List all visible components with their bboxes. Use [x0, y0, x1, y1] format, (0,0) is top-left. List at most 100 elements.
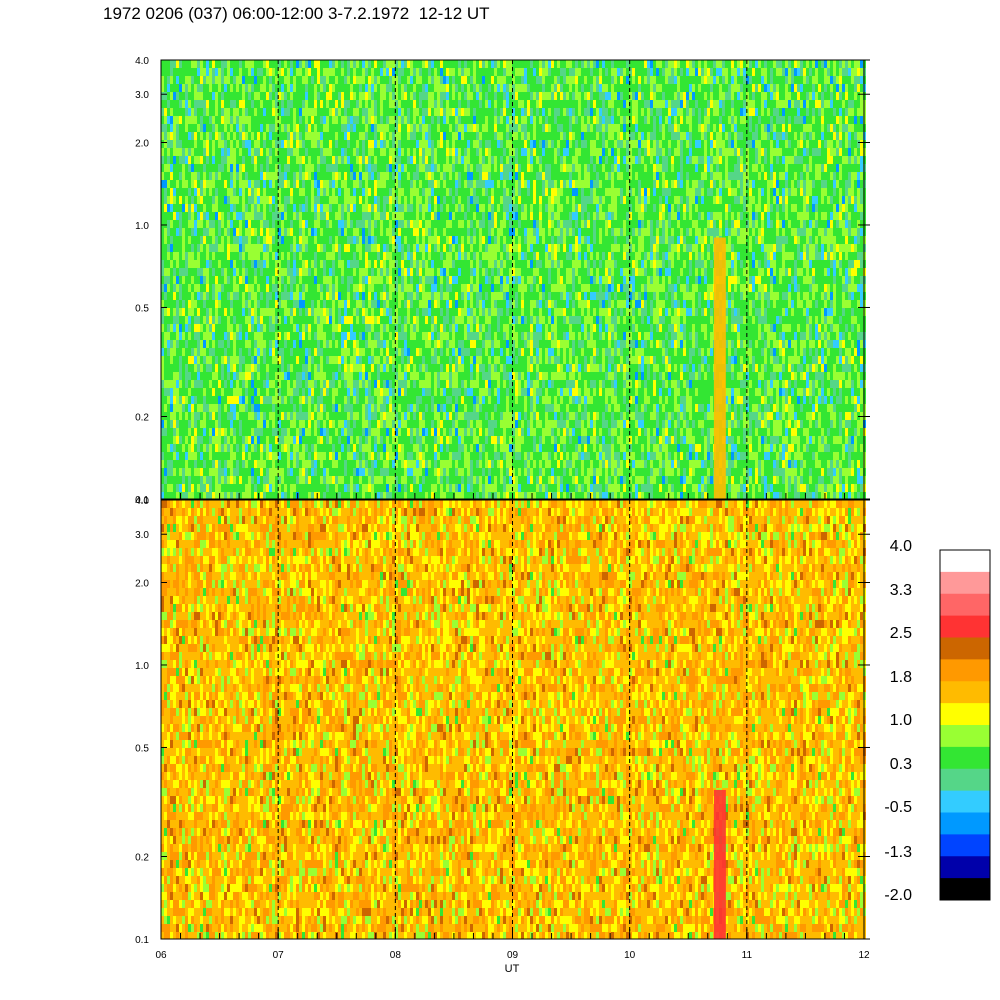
heatmap-cell [218, 84, 221, 92]
heatmap-cell [188, 388, 191, 396]
heatmap-cell [188, 492, 191, 499]
heatmap-cell [305, 244, 308, 253]
heatmap-cell [323, 108, 326, 116]
heatmap-cell [218, 372, 221, 381]
heatmap-cell [383, 476, 386, 484]
heatmap-cell [230, 244, 233, 253]
heatmap-cell [407, 340, 410, 349]
heatmap-cell [239, 116, 242, 125]
heatmap-cell [347, 492, 350, 499]
heatmap-cell [239, 172, 242, 181]
heatmap-cell [368, 172, 371, 180]
heatmap-cell [260, 300, 263, 308]
heatmap-cell [263, 268, 266, 276]
heatmap-cell [371, 172, 374, 181]
heatmap-cell [398, 132, 401, 141]
heatmap-cell [401, 300, 404, 308]
heatmap-cell [293, 268, 296, 277]
heatmap-cell [293, 92, 296, 101]
heatmap-cell [179, 140, 182, 149]
heatmap-cell [341, 364, 344, 372]
heatmap-cell [257, 68, 260, 77]
heatmap-cell [422, 412, 425, 421]
heatmap-cell [401, 420, 404, 428]
heatmap-cell [329, 492, 332, 499]
heatmap-cell [281, 492, 284, 499]
heatmap-cell [335, 148, 338, 157]
heatmap-cell [173, 492, 176, 499]
heatmap-cell [206, 132, 209, 140]
heatmap-cell [329, 132, 332, 141]
heatmap-cell [194, 308, 197, 317]
heatmap-cell [329, 76, 332, 84]
heatmap-cell [230, 404, 233, 412]
heatmap-cell [416, 164, 419, 173]
heatmap-cell [233, 492, 236, 499]
heatmap-cell [173, 132, 176, 140]
heatmap-cell [242, 388, 245, 397]
heatmap-cell [326, 492, 329, 499]
heatmap-cell [212, 332, 215, 340]
heatmap-cell [320, 220, 323, 228]
heatmap-cell [194, 396, 197, 404]
heatmap-cell [167, 452, 170, 460]
heatmap-cell [350, 492, 353, 499]
heatmap-cell [398, 228, 401, 236]
heatmap-cell [182, 140, 185, 148]
heatmap-cell [323, 68, 326, 76]
heatmap-cell [245, 460, 248, 469]
heatmap-cell [254, 172, 257, 181]
heatmap-cell [383, 212, 386, 221]
heatmap-cell [215, 340, 218, 349]
heatmap-cell [242, 300, 245, 308]
heatmap-cell [332, 204, 335, 212]
heatmap-cell [317, 404, 320, 412]
heatmap-cell [164, 324, 167, 332]
heatmap-cell [191, 484, 194, 492]
heatmap-cell [203, 204, 206, 213]
heatmap-cell [428, 76, 431, 85]
heatmap-cell [248, 484, 251, 493]
heatmap-cell [332, 380, 335, 388]
heatmap-cell [239, 348, 242, 356]
heatmap-cell [257, 252, 260, 261]
heatmap-cell [239, 420, 242, 429]
heatmap-cell [230, 172, 233, 180]
heatmap-cell [230, 340, 233, 348]
heatmap-cell [275, 92, 278, 100]
heatmap-cell [386, 372, 389, 380]
heatmap-cell [194, 324, 197, 333]
heatmap-cell [359, 68, 362, 77]
heatmap-cell [185, 132, 188, 141]
heatmap-cell [365, 380, 368, 388]
heatmap-cell [203, 332, 206, 341]
heatmap-cell [428, 468, 431, 477]
heatmap-cell [380, 292, 383, 300]
heatmap-cell [260, 492, 263, 499]
heatmap-cell [182, 180, 185, 188]
heatmap-cell [269, 100, 272, 108]
heatmap-cell [314, 348, 317, 356]
heatmap-cell [338, 492, 341, 499]
heatmap-cell [425, 420, 428, 429]
heatmap-cell [401, 468, 404, 477]
heatmap-cell [272, 116, 275, 124]
heatmap-cell [359, 444, 362, 453]
heatmap-cell [308, 396, 311, 404]
heatmap-cell [233, 364, 236, 372]
heatmap-cell [365, 468, 368, 477]
heatmap-cell [287, 420, 290, 429]
heatmap-cell [239, 380, 242, 389]
heatmap-cell [341, 268, 344, 277]
heatmap-cell [377, 492, 380, 499]
heatmap-cell [251, 460, 254, 468]
heatmap-cell [206, 260, 209, 268]
heatmap-cell [389, 108, 392, 116]
heatmap-cell [335, 268, 338, 277]
heatmap-cell [308, 212, 311, 220]
heatmap-cell [191, 116, 194, 125]
heatmap-cell [377, 460, 380, 469]
heatmap-cell [356, 252, 359, 261]
heatmap-cell [371, 428, 374, 437]
heatmap-cell [428, 172, 431, 180]
